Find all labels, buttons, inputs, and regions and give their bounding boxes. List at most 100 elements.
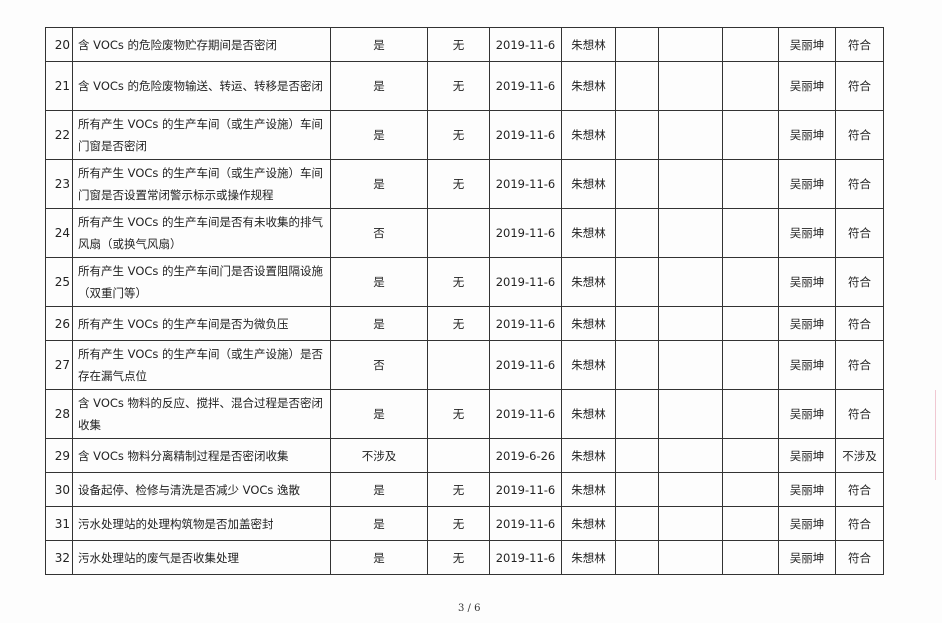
- blank-cell: [615, 306, 659, 341]
- blank-cell: [658, 110, 723, 160]
- reviewer-name: 吴丽坤: [778, 340, 836, 390]
- check-date: 2019-11-6: [489, 306, 562, 341]
- check-result: 是: [330, 506, 428, 541]
- check-date: 2019-11-6: [489, 506, 562, 541]
- row-number: 27: [45, 340, 73, 390]
- blank-cell: [615, 208, 659, 258]
- inspection-table: 20 含 VOCs 的危险废物贮存期间是否密闭是无 2019-11-6 朱想林 吴丽坤符…: [45, 27, 884, 575]
- blank-cell: [722, 159, 779, 209]
- blank-cell: [722, 540, 779, 575]
- check-result: 否: [330, 208, 428, 258]
- check-date: 2019-11-6: [489, 540, 562, 575]
- blank-cell: [658, 27, 723, 62]
- table-row: 32 污水处理站的废气是否收集处理是无 2019-11-6 朱想林 吴丽坤 符合: [45, 540, 884, 575]
- inspector-name: 朱想林: [561, 306, 616, 341]
- issue-found: 无: [427, 540, 490, 575]
- conclusion: 符合: [835, 306, 884, 341]
- conclusion: 符合: [835, 208, 884, 258]
- issue-found: 无: [427, 389, 490, 439]
- conclusion: 符合: [835, 61, 884, 111]
- issue-found: 无: [427, 61, 490, 111]
- check-date: 2019-11-6: [489, 340, 562, 390]
- item-description: 污水处理站的废气是否收集处理: [72, 540, 331, 575]
- reviewer-name: 吴丽坤: [778, 389, 836, 439]
- blank-cell: [722, 257, 779, 307]
- blank-cell: [615, 110, 659, 160]
- item-description: 所有产生 VOCs 的生产车间是否有未收集的排气风扇（或换气风扇）: [72, 208, 331, 258]
- check-result: 是: [330, 472, 428, 507]
- inspector-name: 朱想林: [561, 27, 616, 62]
- check-result: 是: [330, 110, 428, 160]
- conclusion: 符合: [835, 159, 884, 209]
- blank-cell: [722, 389, 779, 439]
- conclusion: 符合: [835, 340, 884, 390]
- check-date: 2019-11-6: [489, 389, 562, 439]
- table-row: 28 含 VOCs 物料的反应、搅拌、混合过程是否密闭收集是无 2019-11-6 朱…: [45, 389, 884, 439]
- inspector-name: 朱想林: [561, 438, 616, 473]
- blank-cell: [722, 506, 779, 541]
- blank-cell: [722, 61, 779, 111]
- item-description: 所有产生 VOCs 的生产车间（或生产设施）车间门窗是否密闭: [72, 110, 331, 160]
- table-row: 29 含 VOCs 物料分离精制过程是否密闭收集 不涉及 2019-6-26 朱想林 吴丽…: [45, 438, 884, 473]
- table-row: 25 所有产生 VOCs 的生产车间门是否设置阻隔设施（双重门等）是无 2019-1…: [45, 257, 884, 307]
- conclusion: 符合: [835, 506, 884, 541]
- inspector-name: 朱想林: [561, 257, 616, 307]
- blank-cell: [615, 27, 659, 62]
- blank-cell: [658, 438, 723, 473]
- inspector-name: 朱想林: [561, 208, 616, 258]
- blank-cell: [615, 472, 659, 507]
- row-number: 22: [45, 110, 73, 160]
- blank-cell: [615, 257, 659, 307]
- inspector-name: 朱想林: [561, 540, 616, 575]
- blank-cell: [658, 506, 723, 541]
- blank-cell: [722, 27, 779, 62]
- table-row: 24 所有产生 VOCs 的生产车间是否有未收集的排气风扇（或换气风扇）否 2019…: [45, 208, 884, 258]
- check-result: 是: [330, 27, 428, 62]
- row-number: 28: [45, 389, 73, 439]
- row-number: 23: [45, 159, 73, 209]
- row-number: 29: [45, 438, 73, 473]
- inspector-name: 朱想林: [561, 159, 616, 209]
- conclusion: 符合: [835, 257, 884, 307]
- blank-cell: [658, 61, 723, 111]
- blank-cell: [615, 540, 659, 575]
- blank-cell: [658, 208, 723, 258]
- issue-found: [427, 340, 490, 390]
- issue-found: 无: [427, 159, 490, 209]
- row-number: 30: [45, 472, 73, 507]
- reviewer-name: 吴丽坤: [778, 506, 836, 541]
- check-result: 是: [330, 389, 428, 439]
- blank-cell: [722, 438, 779, 473]
- blank-cell: [658, 389, 723, 439]
- blank-cell: [722, 340, 779, 390]
- reviewer-name: 吴丽坤: [778, 257, 836, 307]
- issue-found: [427, 438, 490, 473]
- issue-found: [427, 208, 490, 258]
- check-date: 2019-6-26: [489, 438, 562, 473]
- conclusion: 符合: [835, 27, 884, 62]
- blank-cell: [658, 472, 723, 507]
- check-result: 是: [330, 306, 428, 341]
- conclusion: 符合: [835, 472, 884, 507]
- inspector-name: 朱想林: [561, 340, 616, 390]
- row-number: 20: [45, 27, 73, 62]
- item-description: 设备起停、检修与清洗是否减少 VOCs 逸散: [72, 472, 331, 507]
- check-date: 2019-11-6: [489, 61, 562, 111]
- issue-found: 无: [427, 257, 490, 307]
- check-result: 是: [330, 257, 428, 307]
- blank-cell: [658, 257, 723, 307]
- issue-found: 无: [427, 110, 490, 160]
- blank-cell: [658, 540, 723, 575]
- blank-cell: [722, 110, 779, 160]
- item-description: 含 VOCs 物料的反应、搅拌、混合过程是否密闭收集: [72, 389, 331, 439]
- check-result: 是: [330, 61, 428, 111]
- reviewer-name: 吴丽坤: [778, 472, 836, 507]
- reviewer-name: 吴丽坤: [778, 540, 836, 575]
- blank-cell: [658, 340, 723, 390]
- check-date: 2019-11-6: [489, 110, 562, 160]
- check-date: 2019-11-6: [489, 257, 562, 307]
- inspector-name: 朱想林: [561, 61, 616, 111]
- inspector-name: 朱想林: [561, 389, 616, 439]
- row-number: 31: [45, 506, 73, 541]
- item-description: 所有产生 VOCs 的生产车间（或生产设施）是否存在漏气点位: [72, 340, 331, 390]
